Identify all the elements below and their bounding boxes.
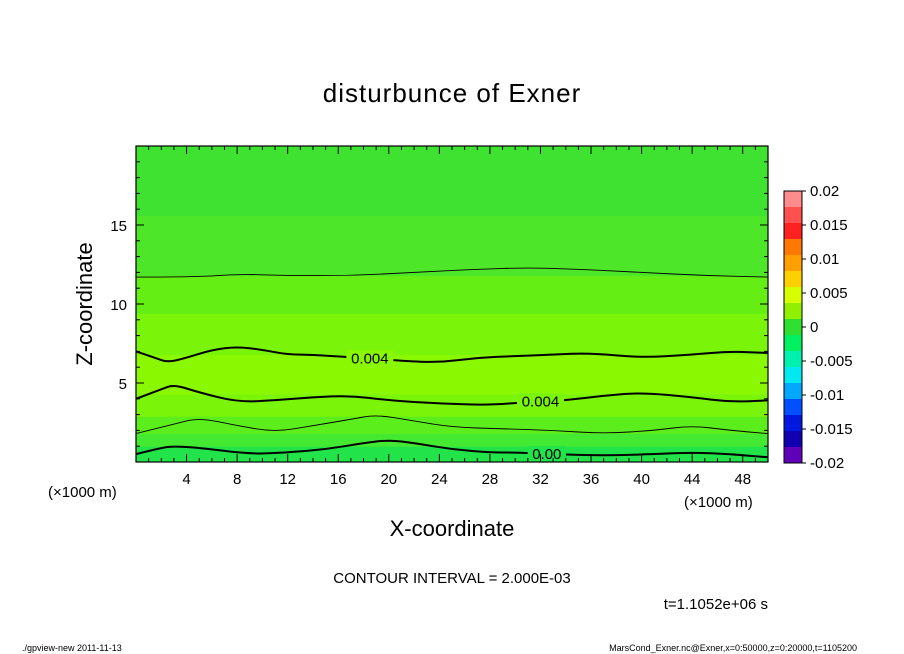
x-axis-label: X-coordinate: [390, 516, 515, 541]
y-tick-label-2: 15: [110, 218, 127, 235]
colorbar-cell-12: [784, 383, 802, 400]
colorbar-cell-13: [784, 399, 802, 416]
colorbar-cell-8: [784, 319, 802, 336]
contour-band-7: [136, 215, 768, 277]
contour-label-bg-3: [346, 350, 394, 367]
colorbar-cell-9: [784, 335, 802, 352]
colorbar-cell-16: [784, 447, 802, 464]
colorbar-cell-14: [784, 415, 802, 432]
contour-band-6: [136, 275, 768, 314]
contour-label-3: 0.004: [351, 351, 389, 368]
colorbar-cell-6: [784, 287, 802, 304]
x-tick-label-1: 8: [233, 471, 241, 488]
colorbar-cell-2: [784, 223, 802, 240]
colorbar-tick-label-0: 0.02: [810, 183, 839, 200]
x-tick-label-5: 24: [431, 471, 448, 488]
x-tick-label-0: 4: [182, 471, 190, 488]
colorbar-cell-4: [784, 255, 802, 272]
colorbar-cell-0: [784, 191, 802, 208]
colorbar-tick-label-6: -0.01: [810, 387, 844, 404]
x-tick-label-3: 16: [330, 471, 347, 488]
colorbar-tick-label-7: -0.015: [810, 421, 853, 438]
colorbar-cell-11: [784, 367, 802, 384]
contour-label-2: 0.004: [522, 393, 560, 410]
x-axis-ticks: 4 8 12 16 20 24 28 32 36 40 44 48: [135, 146, 769, 488]
y-axis-label: Z-coordinate: [72, 242, 97, 366]
colorbar-tick-label-5: -0.005: [810, 353, 853, 370]
contour-line-3: [135, 346, 769, 363]
x-tick-label-8: 36: [583, 471, 600, 488]
contour-label-bg-0: [527, 445, 566, 462]
footer-right: MarsCond_Exner.nc@Exner,x=0:50000,z=0:20…: [609, 643, 857, 653]
chart-title: disturbunce of Exner: [323, 78, 581, 108]
colorbar-cell-15: [784, 431, 802, 448]
x-axis-unit: (×1000 m): [684, 494, 753, 511]
colorbar: 0.02 0.015 0.01 0.005 0 -0.005 -0.01 -0.015 -0.0…: [783, 183, 853, 472]
contour-line-4: [135, 267, 769, 278]
contour-line-1: [135, 415, 769, 435]
contour-line-0: [135, 439, 769, 459]
colorbar-cell-5: [784, 271, 802, 288]
x-tick-label-6: 28: [482, 471, 499, 488]
colorbar-cell-3: [784, 239, 802, 256]
colorbar-cell-1: [784, 207, 802, 224]
colorbar-ticks: 0.02 0.015 0.01 0.005 0 -0.005 -0.01 -0.015 -0.0…: [802, 183, 853, 472]
x-tick-label-7: 32: [532, 471, 549, 488]
time-text: t=1.1052e+06 s: [664, 596, 768, 613]
colorbar-cell-10: [784, 351, 802, 368]
footer-left: ./gpview-new 2011-11-13: [22, 643, 122, 653]
colorbar-cells: [784, 191, 802, 464]
y-tick-label-0: 5: [119, 376, 127, 393]
contour-label-0: 0.00: [532, 446, 561, 463]
contour-band-8: [136, 146, 768, 217]
contour-fill-bands: [136, 146, 768, 463]
x-tick-label-9: 40: [633, 471, 650, 488]
contour-interval-text: CONTOUR INTERVAL = 2.000E-03: [333, 570, 570, 587]
colorbar-tick-label-3: 0.005: [810, 285, 848, 302]
contour-band-5: [136, 313, 768, 356]
contour-band-3: [136, 394, 768, 417]
contour-line-2: [135, 385, 769, 406]
y-axis-unit: (×1000 m): [48, 484, 117, 501]
colorbar-cell-7: [784, 303, 802, 320]
colorbar-tick-label-8: -0.02: [810, 455, 844, 472]
x-tick-label-10: 44: [684, 471, 701, 488]
contour-lines: [135, 267, 769, 459]
y-tick-label-1: 10: [110, 297, 127, 314]
contour-band-2: [136, 416, 768, 435]
contour-labels: 0.00 0.004 0.004: [346, 350, 566, 463]
x-tick-label-11: 48: [734, 471, 751, 488]
contour-band-0: [136, 446, 768, 463]
contour-label-bg-2: [516, 393, 564, 410]
colorbar-tick-label-2: 0.01: [810, 251, 839, 268]
y-axis-ticks: 5 10 15: [110, 145, 768, 463]
colorbar-tick-label-1: 0.015: [810, 217, 848, 234]
colorbar-tick-label-4: 0: [810, 319, 818, 336]
x-tick-label-4: 20: [380, 471, 397, 488]
contour-band-1: [136, 433, 768, 447]
x-tick-label-2: 12: [279, 471, 296, 488]
